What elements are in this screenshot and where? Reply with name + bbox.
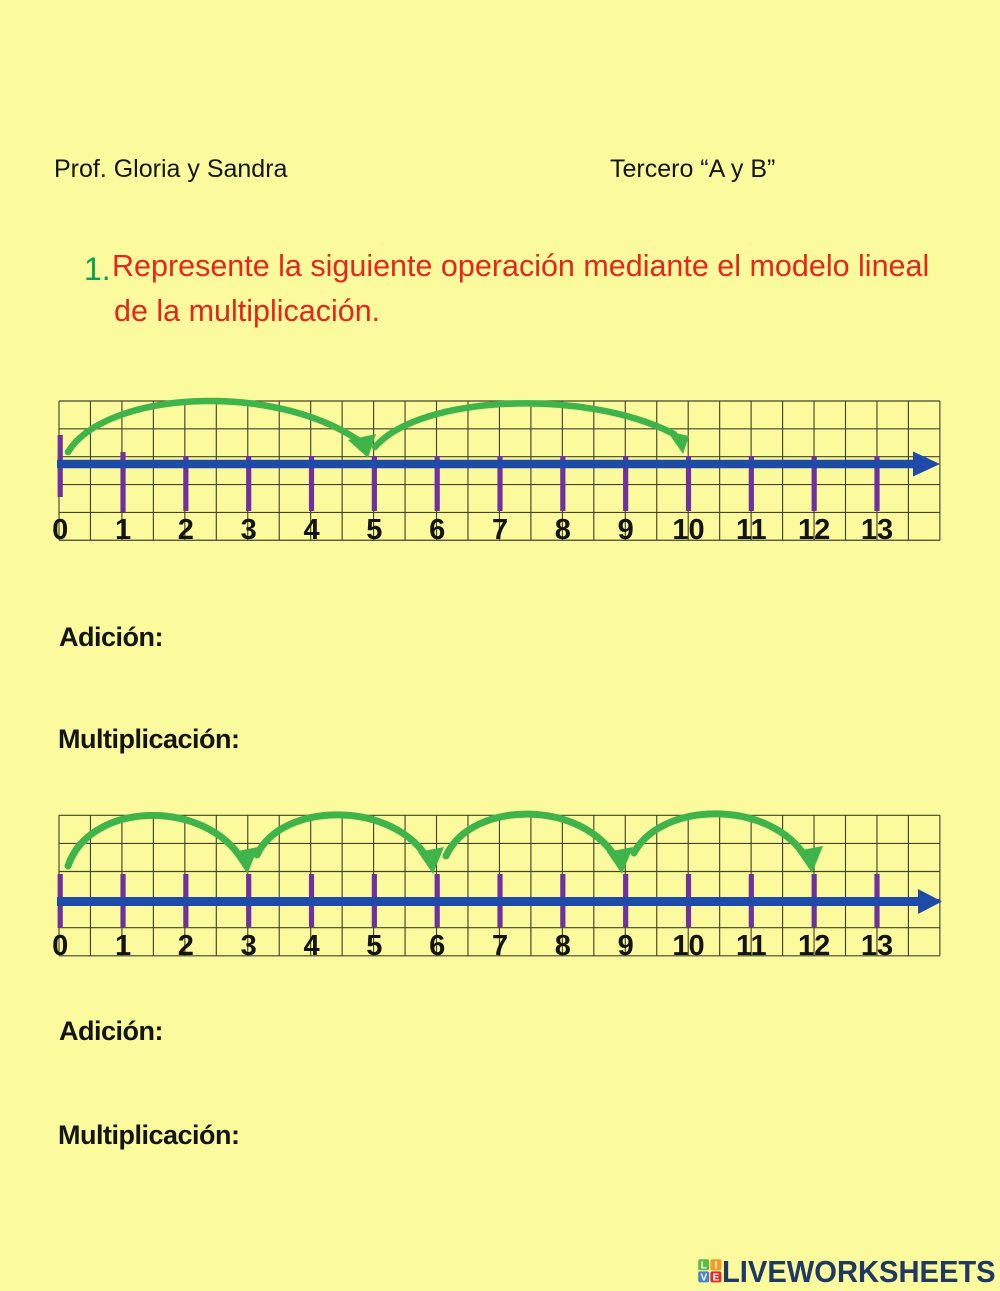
svg-text:3: 3: [241, 514, 257, 546]
svg-text:8: 8: [555, 930, 571, 962]
svg-text:V: V: [700, 1273, 707, 1284]
svg-text:6: 6: [429, 930, 445, 962]
svg-text:11: 11: [736, 930, 767, 962]
svg-text:13: 13: [861, 930, 893, 962]
svg-text:2: 2: [178, 514, 194, 546]
svg-text:13: 13: [861, 514, 893, 546]
svg-text:2: 2: [178, 930, 194, 962]
svg-text:E: E: [713, 1273, 720, 1284]
svg-text:I: I: [715, 1260, 718, 1271]
svg-text:0: 0: [52, 930, 68, 962]
svg-text:12: 12: [798, 514, 830, 546]
svg-text:6: 6: [429, 514, 445, 546]
svg-text:7: 7: [492, 930, 508, 962]
svg-text:5: 5: [366, 930, 382, 962]
svg-text:1: 1: [115, 930, 131, 962]
svg-text:10: 10: [672, 930, 704, 962]
svg-text:0: 0: [52, 514, 68, 546]
svg-text:3: 3: [241, 930, 257, 962]
svg-text:1: 1: [115, 514, 131, 546]
svg-text:11: 11: [736, 514, 767, 546]
svg-text:4: 4: [303, 514, 319, 546]
svg-text:5: 5: [366, 514, 382, 546]
svg-text:8: 8: [555, 514, 571, 546]
svg-text:7: 7: [492, 514, 508, 546]
svg-text:9: 9: [618, 930, 634, 962]
svg-text:4: 4: [303, 930, 319, 962]
svg-text:L: L: [701, 1260, 707, 1271]
svg-text:10: 10: [672, 514, 704, 546]
svg-text:12: 12: [798, 930, 830, 962]
svg-text:9: 9: [618, 514, 634, 546]
